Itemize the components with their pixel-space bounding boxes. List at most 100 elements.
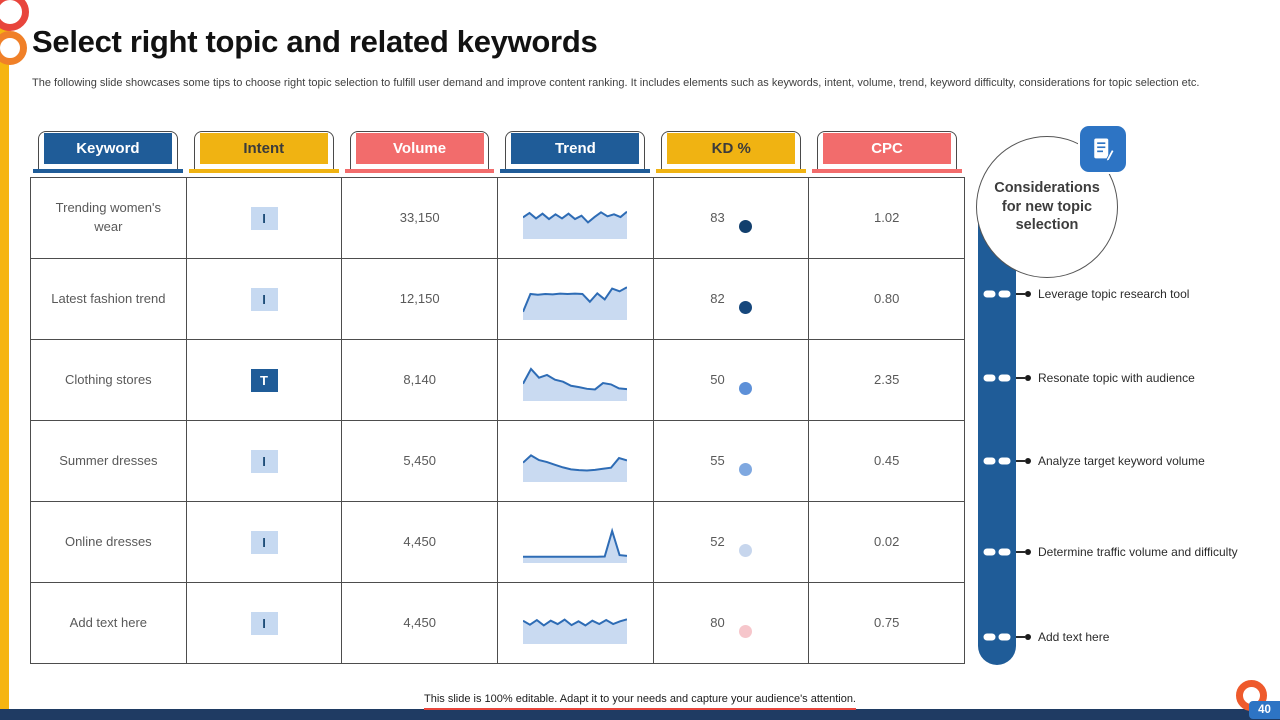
consideration-label: Leverage topic research tool (1038, 287, 1190, 301)
kd-dot (738, 300, 752, 314)
kd-cell: 55 (652, 421, 809, 501)
header-underline (344, 169, 495, 173)
cpc-cell: 0.75 (808, 583, 964, 663)
trend-cell (497, 502, 653, 582)
intent-cell: I (185, 421, 342, 501)
bullet-dot (1025, 634, 1031, 640)
keyword-cell: Latest fashion trend (31, 259, 186, 339)
rail-marker-pill (983, 457, 996, 465)
kd-cell: 82 (652, 259, 809, 339)
cpc-cell: 2.35 (808, 340, 964, 420)
table-row: Summer dresses I 5,450 55 0.45 (31, 420, 964, 501)
header-underline (500, 169, 651, 173)
keyword-cell: Clothing stores (31, 340, 186, 420)
header-ribbon: KD % (667, 133, 796, 164)
left-accent-bar (0, 0, 9, 720)
considerations-circle: Considerations for new topic selection (976, 136, 1118, 278)
kd-cell: 50 (652, 340, 809, 420)
kd-cell: 80 (652, 583, 809, 663)
table-row: Add text here I 4,450 80 0.75 (31, 582, 964, 663)
checklist-document-icon (1080, 126, 1126, 172)
keyword-cell: Add text here (31, 583, 186, 663)
trend-sparkline (523, 440, 628, 482)
trend-cell (497, 340, 653, 420)
keyword-cell-text: Latest fashion trend (51, 290, 166, 306)
consideration-item: Add text here (1016, 629, 1109, 645)
considerations-title: Considerations for new topic selection (994, 179, 1100, 234)
column-header-intent: Intent (186, 130, 342, 177)
page-number-badge: 40 (1249, 701, 1280, 719)
table-body: Trending women's wear I 33,150 83 1.02 Latest… (30, 177, 965, 664)
kd-value: 55 (710, 452, 725, 468)
keyword-cell: Online dresses (31, 502, 186, 582)
header-ribbon: Intent (199, 133, 328, 164)
bullet-dot (1025, 549, 1031, 555)
volume-cell: 5,450 (341, 421, 497, 501)
intent-badge: I (250, 530, 278, 554)
header-ribbon: Keyword (43, 133, 172, 164)
connector-line (1016, 636, 1025, 638)
header-ribbon: Trend (511, 133, 640, 164)
rail-marker (983, 548, 1011, 556)
kd-value: 80 (710, 614, 725, 630)
bottom-bar (0, 709, 1280, 720)
trend-sparkline (523, 521, 628, 563)
volume-cell: 12,150 (341, 259, 497, 339)
header-underline (33, 169, 183, 173)
rail-marker-pill (998, 290, 1011, 298)
rail-marker-pill (998, 457, 1011, 465)
intent-cell: I (185, 178, 342, 258)
intent-badge: I (250, 611, 278, 635)
bullet-dot (1025, 458, 1031, 464)
volume-cell: 4,450 (341, 583, 497, 663)
kd-value: 83 (710, 209, 725, 225)
consideration-item: Resonate topic with audience (1016, 370, 1195, 386)
consideration-item: Leverage topic research tool (1016, 286, 1189, 302)
consideration-label: Determine traffic volume and difficulty (1038, 545, 1238, 559)
trend-cell (497, 178, 653, 258)
connector-line (1016, 551, 1025, 553)
connector-line (1016, 377, 1025, 379)
keyword-cell-text: Online dresses (64, 533, 152, 549)
cpc-cell-text: 1.02 (874, 209, 900, 225)
table-row: Clothing stores T 8,140 50 2.35 (31, 339, 964, 420)
cpc-cell: 0.02 (808, 502, 964, 582)
intent-badge: I (250, 287, 278, 311)
consideration-item: Analyze target keyword volume (1016, 453, 1205, 469)
kd-dot (738, 543, 752, 557)
intent-cell: I (185, 583, 342, 663)
header-ribbon: CPC (823, 133, 952, 164)
volume-cell-text: 4,450 (403, 533, 436, 549)
volume-cell-text: 5,450 (403, 452, 436, 468)
kd-dot (738, 624, 752, 638)
bullet-dot (1025, 375, 1031, 381)
rail-marker (983, 457, 1011, 465)
rail-marker-pill (983, 374, 996, 382)
column-header-trend: Trend (497, 130, 653, 177)
consideration-label: Analyze target keyword volume (1038, 454, 1205, 468)
intent-badge: I (250, 449, 278, 473)
cpc-cell-text: 0.45 (874, 452, 900, 468)
consideration-label: Resonate topic with audience (1038, 371, 1195, 385)
column-header-keyword: Keyword (30, 130, 186, 177)
kd-dot (738, 219, 752, 233)
page-title: Select right topic and related keywords (32, 24, 598, 59)
volume-cell-text: 8,140 (403, 371, 436, 387)
rail-marker-pill (998, 633, 1011, 641)
consideration-label: Add text here (1038, 630, 1110, 644)
volume-cell: 8,140 (341, 340, 497, 420)
connector-line (1016, 460, 1025, 462)
keyword-cell-text: Trending women's wear (55, 200, 161, 234)
cpc-cell: 1.02 (808, 178, 964, 258)
kd-dot (738, 381, 752, 395)
cpc-cell-text: 0.80 (874, 290, 900, 306)
keyword-cell-text: Summer dresses (59, 452, 158, 468)
intent-badge: I (250, 206, 278, 230)
volume-cell-text: 4,450 (403, 614, 436, 630)
keyword-cell-text: Clothing stores (64, 371, 152, 387)
footer-note: This slide is 100% editable. Adapt it to… (0, 689, 1280, 710)
intent-badge: T (250, 368, 278, 392)
kd-value: 50 (710, 371, 725, 387)
